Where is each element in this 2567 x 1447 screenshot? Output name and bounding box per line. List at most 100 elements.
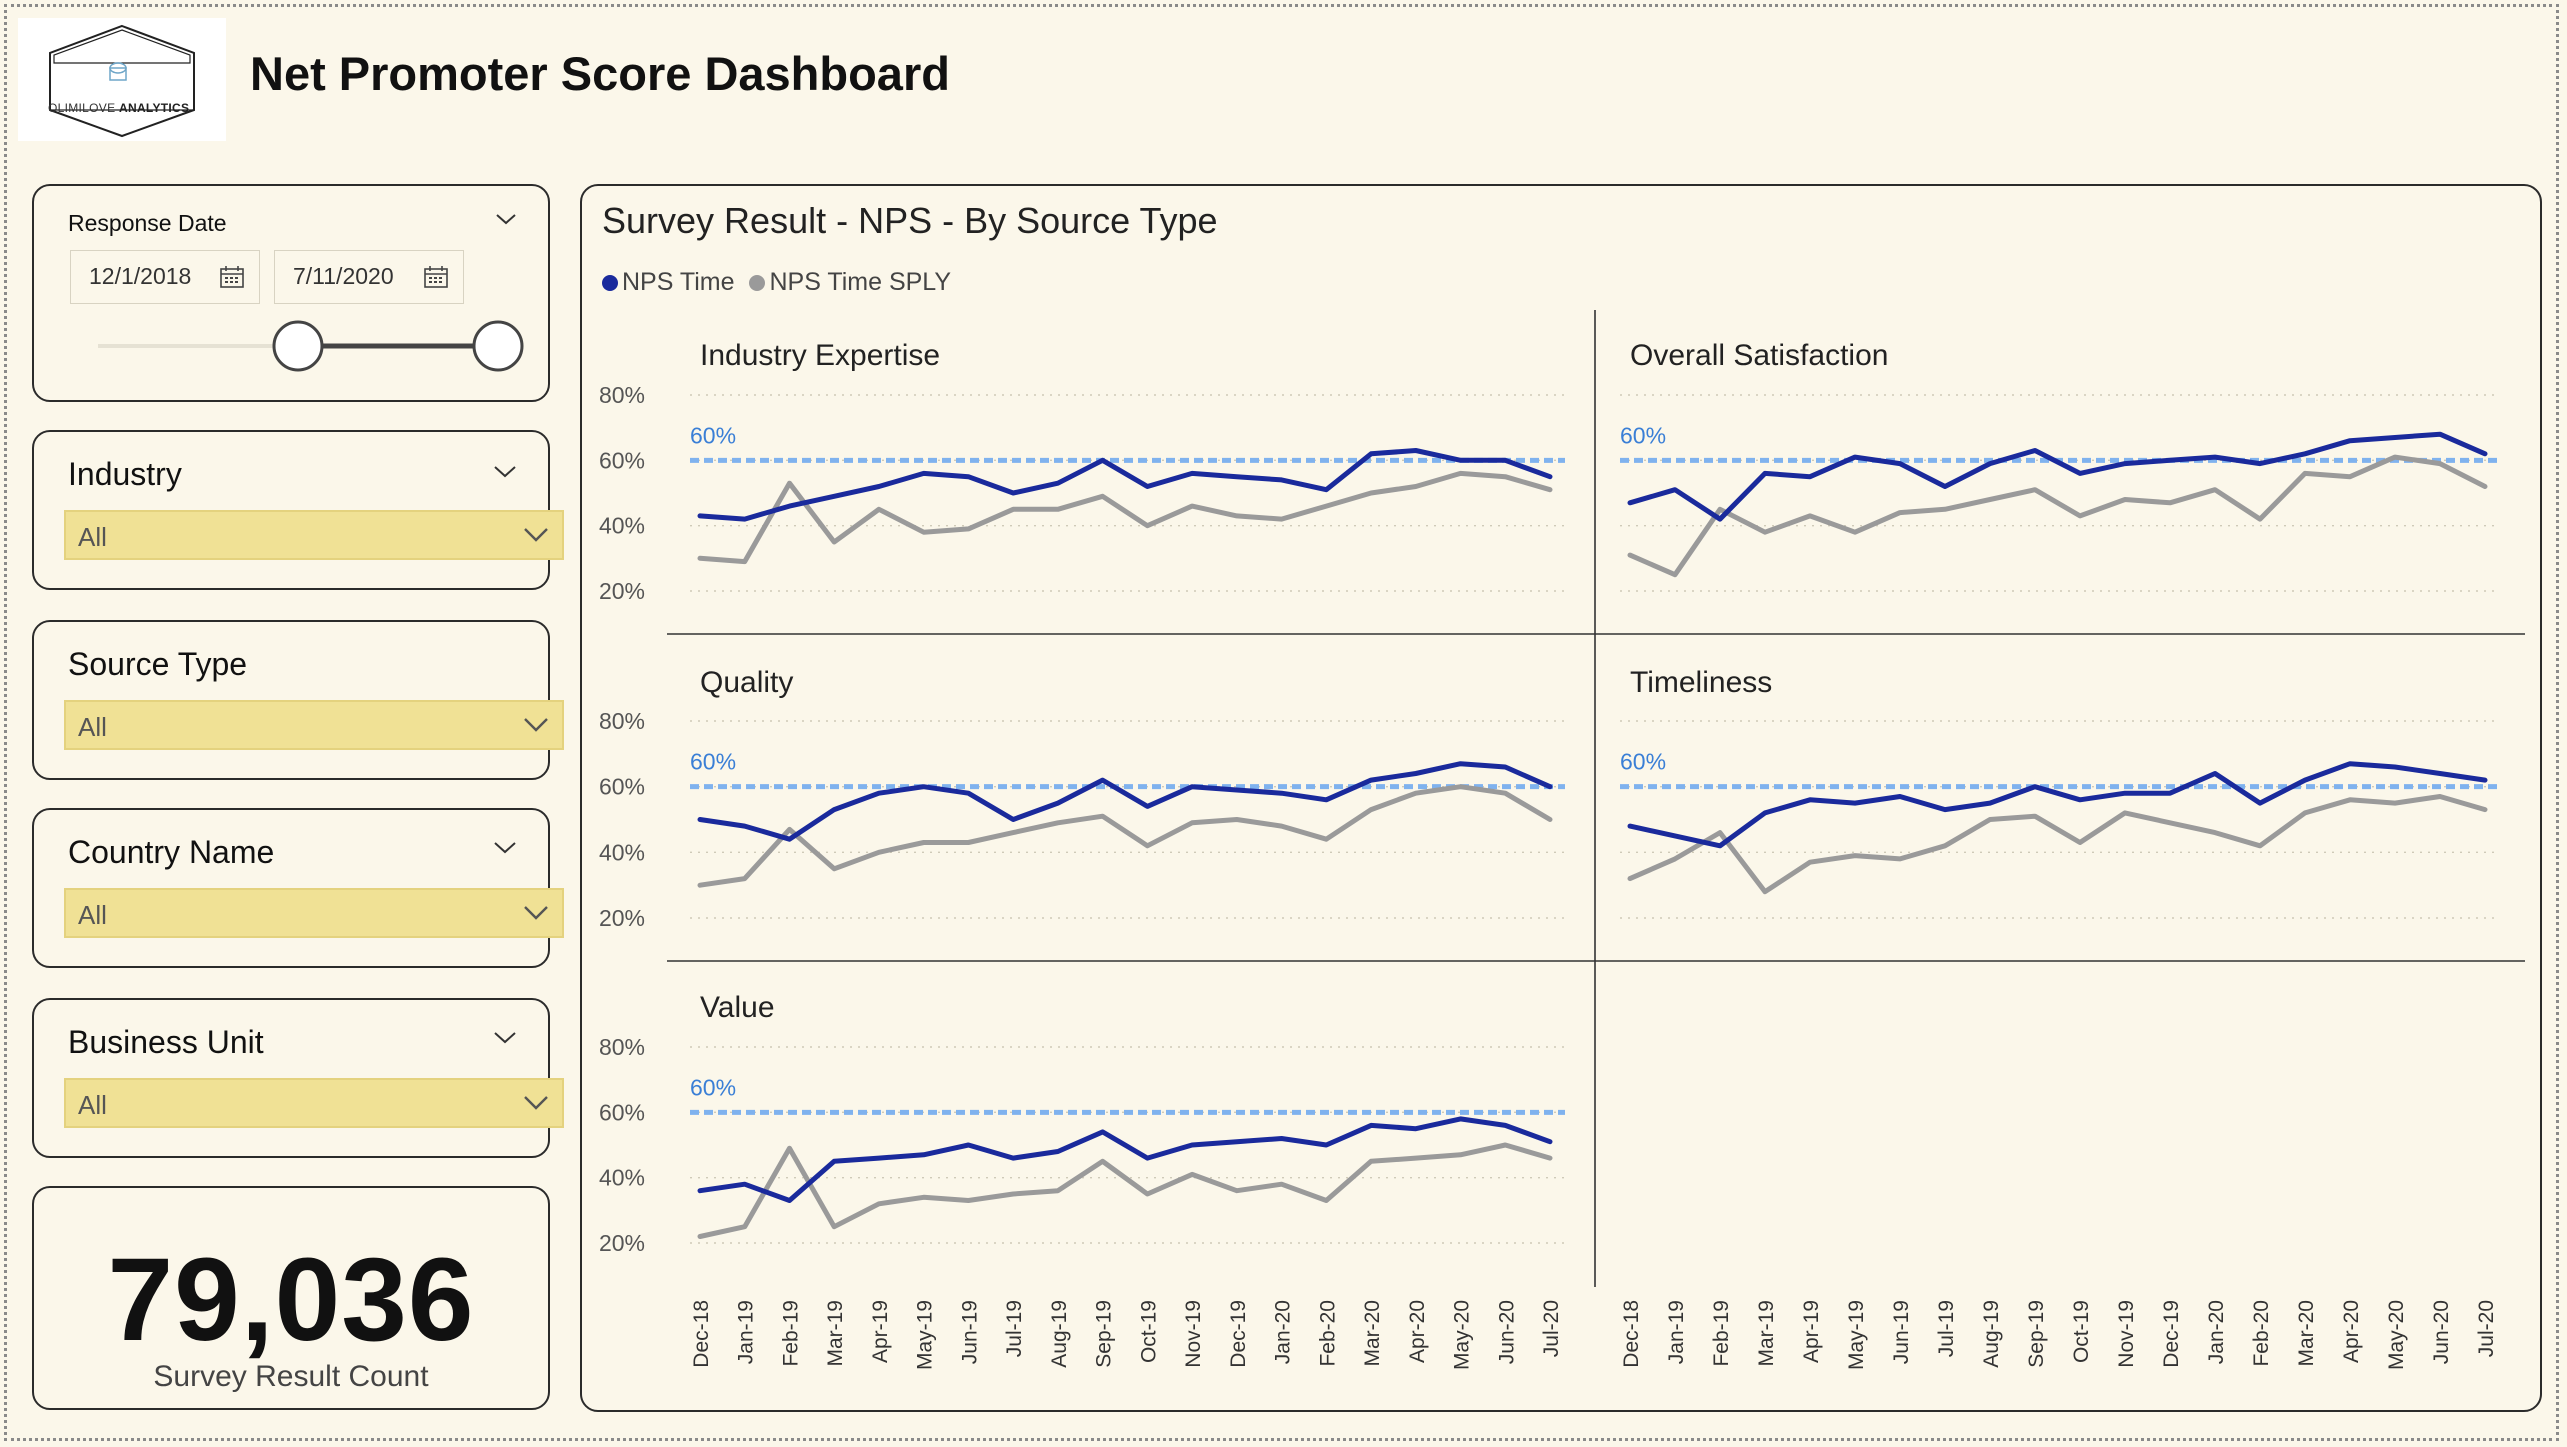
page-title: Net Promoter Score Dashboard	[250, 47, 950, 100]
legend-label: NPS Time	[622, 268, 735, 296]
chevron-down-icon[interactable]	[492, 464, 518, 480]
x-tick-label: Mar-19	[824, 1300, 847, 1367]
panel-title: Industry Expertise	[700, 339, 940, 372]
x-tick-label: May-20	[1451, 1300, 1474, 1370]
date-range-slider[interactable]	[34, 186, 552, 404]
y-tick-label: 80%	[599, 708, 645, 734]
chevron-down-icon[interactable]	[492, 840, 518, 856]
chevron-down-icon[interactable]	[494, 212, 518, 226]
legend-item-nps-time[interactable]: NPS Time	[602, 268, 735, 296]
start-date-input[interactable]: 12/1/2018	[70, 250, 260, 304]
chart-title: Survey Result - NPS - By Source Type	[602, 200, 1218, 241]
response-date-slicer[interactable]: Response Date 12/1/2018 7/11/2020	[32, 184, 550, 402]
source-type-slicer[interactable]: Source Type All	[32, 620, 564, 780]
x-tick-label: Jul-19	[1003, 1300, 1026, 1357]
industry-label: Industry	[68, 456, 182, 492]
kpi-card: 79,036 Survey Result Count	[32, 1186, 550, 1410]
series-line-nps-time	[1627, 431, 2488, 522]
x-tick-label: Dec-19	[1227, 1300, 1250, 1368]
y-tick-label: 20%	[599, 1230, 645, 1256]
business-unit-value: All	[78, 1090, 107, 1120]
target-line-label: 60%	[690, 1074, 736, 1100]
y-tick-label: 60%	[599, 447, 645, 473]
x-tick-label: Apr-19	[869, 1300, 892, 1363]
series-line-nps-time-sply	[1627, 794, 2488, 895]
y-tick-label: 80%	[599, 382, 645, 408]
y-tick-label: 60%	[599, 1099, 645, 1125]
chevron-down-icon	[524, 906, 548, 920]
chart-legend: NPS Time NPS Time SPLY	[602, 268, 959, 297]
slider-end-handle[interactable]	[472, 320, 524, 372]
x-tick-label: Jan-20	[2205, 1300, 2228, 1364]
source-type-value: All	[78, 712, 107, 742]
business-unit-slicer[interactable]: Business Unit All	[32, 998, 564, 1158]
y-tick-label: 40%	[599, 513, 645, 539]
chevron-down-icon[interactable]	[492, 1030, 518, 1046]
x-tick-label: May-19	[914, 1300, 937, 1370]
y-tick-label: 40%	[599, 839, 645, 865]
end-date-input[interactable]: 7/11/2020	[274, 250, 464, 304]
industry-dropdown[interactable]: All	[64, 510, 564, 560]
business-unit-dropdown[interactable]: All	[64, 1078, 564, 1128]
x-tick-label: Dec-19	[2160, 1300, 2183, 1368]
source-type-dropdown[interactable]: All	[64, 700, 564, 750]
x-tick-label: May-19	[1845, 1300, 1868, 1370]
x-tick-label: May-20	[2385, 1300, 2408, 1370]
x-tick-label: Jun-20	[1495, 1300, 1518, 1364]
response-date-label: Response Date	[68, 210, 227, 236]
calendar-icon[interactable]	[219, 265, 245, 289]
kpi-label: Survey Result Count	[153, 1360, 429, 1393]
x-tick-label: Jul-20	[2475, 1300, 2498, 1357]
panel-title: Overall Satisfaction	[1630, 339, 1888, 372]
x-tick-label: Aug-19	[1048, 1300, 1071, 1368]
panel-title: Value	[700, 991, 775, 1024]
series-line-nps-time-sply	[697, 784, 1553, 888]
x-tick-label: Mar-19	[1755, 1300, 1778, 1367]
series-line-nps-time	[697, 1116, 1553, 1203]
industry-value: All	[78, 522, 107, 552]
x-tick-label: Oct-19	[1137, 1300, 1160, 1363]
calendar-icon[interactable]	[423, 265, 449, 289]
target-line-label: 60%	[690, 422, 736, 448]
x-tick-label: Sep-19	[1093, 1300, 1116, 1368]
country-name-value: All	[78, 900, 107, 930]
y-tick-label: 80%	[599, 1034, 645, 1060]
series-line-nps-time-sply	[1627, 454, 2488, 578]
industry-slicer[interactable]: Industry All	[32, 430, 564, 590]
panel-title: Timeliness	[1630, 666, 1772, 699]
chevron-down-icon	[524, 1096, 548, 1110]
target-line-label: 60%	[1620, 422, 1666, 448]
target-line-label: 60%	[690, 749, 736, 775]
series-line-nps-time-sply	[697, 1142, 1553, 1239]
x-tick-label: Feb-20	[2250, 1300, 2273, 1367]
kpi-value: 79,036	[107, 1234, 475, 1366]
series-line-nps-time-sply	[697, 470, 1553, 565]
y-tick-label: 40%	[599, 1165, 645, 1191]
legend-item-nps-time-sply[interactable]: NPS Time SPLY	[749, 268, 951, 296]
x-tick-label: Mar-20	[1361, 1300, 1384, 1367]
x-tick-label: Aug-19	[1980, 1300, 2003, 1368]
x-tick-label: Jan-20	[1272, 1300, 1295, 1364]
start-date-value: 12/1/2018	[89, 263, 192, 289]
panel-title: Quality	[700, 666, 793, 699]
country-name-label: Country Name	[68, 834, 275, 870]
chevron-down-icon	[524, 528, 548, 542]
x-tick-label: Apr-19	[1800, 1300, 1823, 1363]
country-name-dropdown[interactable]: All	[64, 888, 564, 938]
logo-text-light: OLIMILOVE	[48, 101, 116, 115]
slider-start-handle[interactable]	[272, 320, 324, 372]
x-tick-label: Feb-19	[780, 1300, 803, 1367]
x-tick-label: Dec-18	[1620, 1300, 1643, 1368]
x-tick-label: Apr-20	[2340, 1300, 2363, 1363]
legend-dot-icon	[602, 275, 618, 291]
x-tick-label: Jun-20	[2430, 1300, 2453, 1364]
y-tick-label: 20%	[599, 905, 645, 931]
y-tick-label: 60%	[599, 774, 645, 800]
y-tick-label: 20%	[599, 578, 645, 604]
country-name-slicer[interactable]: Country Name All	[32, 808, 564, 968]
x-tick-label: Apr-20	[1406, 1300, 1429, 1363]
logo-text-bold: ANALYTICS	[119, 101, 190, 115]
x-tick-label: Feb-19	[1710, 1300, 1733, 1367]
company-logo: OLIMILOVE ANALYTICS	[18, 18, 226, 141]
